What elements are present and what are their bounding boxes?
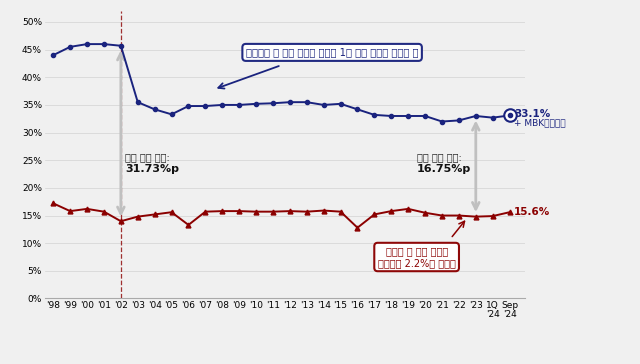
Text: 지분 최소 격차:: 지분 최소 격차: [417,153,461,162]
Text: 33.1%: 33.1% [514,109,550,119]
Legend: 영풍 그룹 및 장씨 일가, 최씨 일가 및 유관 계열사: 영풍 그룹 및 장씨 일가, 최씨 일가 및 유관 계열사 [54,362,283,364]
Text: 영풍그룹 및 장씨 일가는 장기간 1대 주주 지위를 유지해 옴: 영풍그룹 및 장씨 일가는 장기간 1대 주주 지위를 유지해 옴 [246,47,419,58]
Text: 15.6%: 15.6% [514,207,550,217]
Text: 지분 최대 격차:: 지분 최대 격차: [125,153,170,162]
Text: + MBK파트너스: + MBK파트너스 [514,119,565,128]
Text: 최윤범 및 직계 가족의
지분율은 2.2%에 불과함: 최윤범 및 직계 가족의 지분율은 2.2%에 불과함 [378,246,456,268]
Text: 31.73%p: 31.73%p [125,163,179,174]
Text: 16.75%p: 16.75%p [417,163,471,174]
